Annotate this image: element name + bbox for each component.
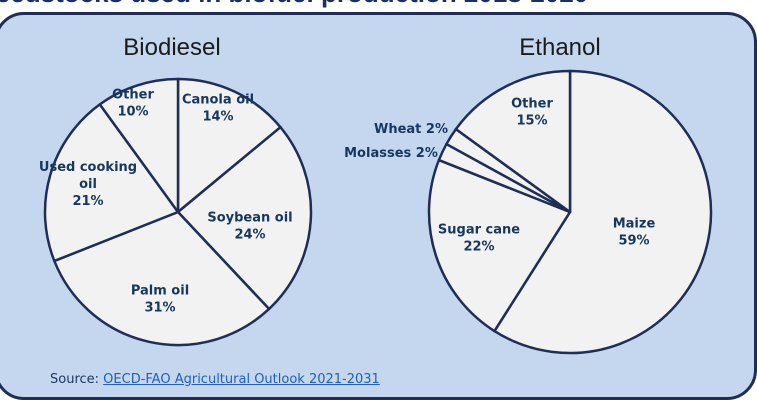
pie-ethanol: Ethanol Maize 59% Sugar cane 22% Molasses 2% W… <box>344 34 713 355</box>
source-prefix: Source: <box>50 372 104 387</box>
pie-slice-canola-oil <box>176 77 282 214</box>
slice-label-sugar-cane: Sugar cane 22% <box>438 223 520 255</box>
slice-label-maize: Maize 59% <box>613 217 656 249</box>
source-link[interactable]: OECD-FAO Agricultural Outlook 2021-2031 <box>103 372 380 387</box>
source-note: Source: OECD-FAO Agricultural Outlook 20… <box>50 372 380 387</box>
slice-label-palm-oil: Palm oil 31% <box>131 284 189 316</box>
pie-title: Biodiesel <box>123 34 220 61</box>
pie-biodiesel: Biodiesel Canola oil 14% Soybean oil 24% Palm… <box>39 34 313 347</box>
pie-slice-other <box>98 77 180 214</box>
slice-label-molasses: Molasses 2% <box>344 146 438 161</box>
pie-slice-other <box>454 69 572 214</box>
pie-slice-sugar-cane <box>427 158 572 333</box>
slice-label-used-cooking-oil: Used cooking oil 21% <box>39 160 137 209</box>
slice-label-other: Other 10% <box>112 88 154 120</box>
slice-label-canola-oil: Canola oil 14% <box>182 93 254 125</box>
pie-slice-soybean-oil <box>176 125 313 311</box>
pie-slice-maize <box>493 69 713 355</box>
slice-label-wheat: Wheat 2% <box>374 122 448 137</box>
slice-label-soybean-oil: Soybean oil 24% <box>207 211 292 243</box>
pie-title: Ethanol <box>519 34 600 61</box>
figure-title: Feedstocks used in biofuel production 20… <box>0 0 588 9</box>
slice-label-other: Other 15% <box>511 97 553 129</box>
pie-slice-palm-oil <box>53 210 271 347</box>
pie-slice-used-cooking-oil <box>43 103 180 263</box>
